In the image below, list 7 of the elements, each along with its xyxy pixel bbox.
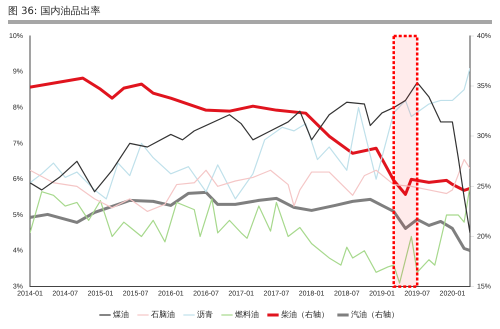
legend-label: 沥青 [197, 310, 213, 320]
chart-title: 图 36: 国内油品出率 [7, 4, 102, 19]
legend-label: 煤油 [113, 310, 129, 320]
legend-label: 燃料油 [235, 310, 259, 320]
legend-label: 柴油（右轴） [281, 310, 329, 320]
legend-label: 石脑油 [151, 310, 175, 320]
legend-label: 汽油（右轴） [351, 310, 399, 320]
